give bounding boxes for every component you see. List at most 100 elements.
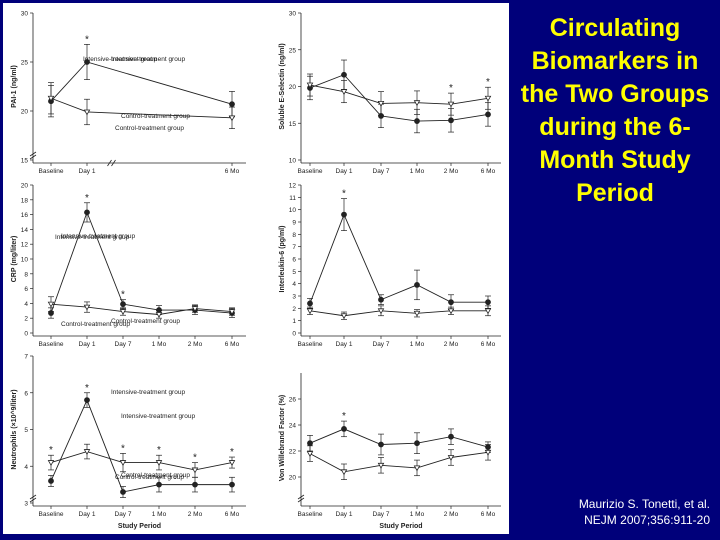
- y-tick-label: 10: [289, 158, 297, 165]
- x-tick-label: Baseline: [39, 341, 64, 348]
- slide-title: Circulating Biomarkers in the Two Groups…: [520, 14, 710, 207]
- y-tick-label: 1: [292, 318, 296, 325]
- series-label: Control-treatment group: [115, 125, 184, 132]
- x-axis-break-mark: [111, 159, 116, 167]
- y-tick-label: 2: [292, 306, 296, 313]
- data-point: [340, 89, 348, 96]
- y-tick-label: 26: [289, 397, 297, 404]
- data-point: [47, 301, 55, 308]
- x-tick-label: Day 1: [336, 168, 353, 175]
- data-point: [83, 109, 91, 116]
- chart-panel-5: 3 4 5 6 7 Baseline Day 1 Day 7 1 Mo 2 Mo 6 Mo Neutr…: [10, 354, 246, 530]
- y-tick-label: 0: [24, 331, 28, 338]
- data-point: [155, 460, 163, 466]
- data-point: [413, 100, 421, 107]
- data-point: [229, 101, 235, 108]
- x-tick-label: Day 1: [79, 511, 96, 518]
- chart-panel-1: 15 20 25 30 Baseline Day 1 6 Mo PAI-1 (ng/ml) In…: [11, 11, 246, 175]
- chart-panel-3: 0 2 4 6 8 10 12 14 16 18 20 Baseline Day 1 Day 7 1 Mo 2…: [11, 183, 246, 348]
- series-line: [50, 303, 233, 315]
- data-point: [377, 101, 385, 107]
- series-control: Control-treatment group: [47, 296, 236, 328]
- x-tick-label: 6 Mo: [225, 168, 240, 175]
- significance-asterisk: *: [486, 77, 490, 88]
- data-point: [448, 299, 454, 306]
- data-point: [307, 440, 313, 447]
- y-tick-label: 16: [21, 212, 29, 219]
- axis-break-mark: [297, 497, 305, 503]
- series-label: Intensive-treatment group: [83, 56, 157, 63]
- series-line: [309, 310, 488, 317]
- y-tick-label: 12: [289, 183, 297, 190]
- series-line: [309, 84, 489, 105]
- series-line: [309, 428, 489, 448]
- data-point: [306, 82, 314, 89]
- data-point: [229, 481, 235, 488]
- series-control: Control-treatment group: [47, 82, 236, 129]
- data-point: [378, 296, 384, 303]
- series-line: [50, 451, 233, 471]
- significance-asterisk: *: [157, 445, 161, 456]
- series-label: Intensive-treatment group: [55, 234, 129, 241]
- data-point: [306, 451, 314, 458]
- data-point: [377, 462, 385, 469]
- x-tick-label: Day 7: [373, 168, 390, 175]
- series-line: [309, 74, 489, 122]
- data-point: [191, 467, 199, 474]
- series-label: Control-treatment group: [111, 318, 180, 325]
- chart-panel-2: 10 15 20 25 30 Baseline Day 1 Day 7 1 Mo 2 Mo 6 Mo…: [111, 11, 501, 175]
- data-point: [228, 460, 236, 466]
- y-tick-label: 8: [292, 232, 296, 239]
- data-point: [228, 115, 236, 122]
- citation: Maurizio S. Tonetti, et al. NEJM 2007;35…: [520, 496, 710, 528]
- data-point: [228, 309, 236, 315]
- x-tick-label: 1 Mo: [410, 168, 425, 175]
- y-tick-label: 6: [24, 390, 28, 397]
- x-tick-label: 1 Mo: [152, 341, 167, 348]
- data-point: [484, 308, 492, 315]
- x-tick-label: 2 Mo: [444, 511, 459, 518]
- x-tick-label: 6 Mo: [481, 168, 496, 175]
- x-tick-label: Day 7: [115, 341, 132, 348]
- x-tick-label: 6 Mo: [481, 341, 496, 348]
- y-tick-label: 10: [289, 207, 297, 214]
- data-point: [378, 441, 384, 448]
- x-tick-label: Day 1: [79, 341, 96, 348]
- chart-panel-6: 20 22 24 26 Baseline Day 1 Day 7 1 Mo 2 Mo 6 Mo Vo…: [111, 373, 501, 530]
- data-point: [484, 95, 492, 102]
- significance-asterisk: *: [121, 443, 125, 454]
- data-point: [83, 449, 91, 455]
- data-point: [447, 308, 455, 315]
- data-point: [414, 440, 420, 447]
- y-tick-label: 5: [24, 427, 28, 434]
- data-point: [340, 313, 348, 320]
- data-point: [448, 117, 454, 124]
- y-tick-label: 7: [24, 354, 28, 361]
- series-label: Control-treatment group: [61, 321, 130, 328]
- data-point: [485, 111, 491, 118]
- series-intensive: Intensive-treatment group: [111, 389, 491, 456]
- data-point: [484, 449, 492, 456]
- data-point: [414, 118, 420, 124]
- data-point: [341, 71, 347, 78]
- y-tick-label: 20: [289, 475, 297, 482]
- series-label: Intensive-treatment group: [111, 56, 185, 63]
- x-tick-label: Baseline: [39, 168, 64, 175]
- significance-asterisk: *: [230, 447, 234, 458]
- series-line: [50, 61, 233, 105]
- x-tick-label: Baseline: [39, 511, 64, 518]
- data-point: [120, 301, 126, 308]
- data-point: [84, 209, 90, 216]
- significance-asterisk: *: [49, 445, 53, 456]
- x-tick-label: Day 1: [336, 341, 353, 348]
- y-tick-label: 8: [24, 271, 28, 278]
- series-label: Control-treatment group: [115, 474, 184, 481]
- data-point: [447, 101, 455, 108]
- x-tick-label: 2 Mo: [188, 511, 203, 518]
- x-tick-label: 1 Mo: [410, 341, 425, 348]
- y-tick-label: 6: [24, 286, 28, 293]
- y-tick-label: 3: [24, 501, 28, 508]
- data-point: [120, 489, 126, 495]
- y-tick-label: 20: [289, 84, 297, 91]
